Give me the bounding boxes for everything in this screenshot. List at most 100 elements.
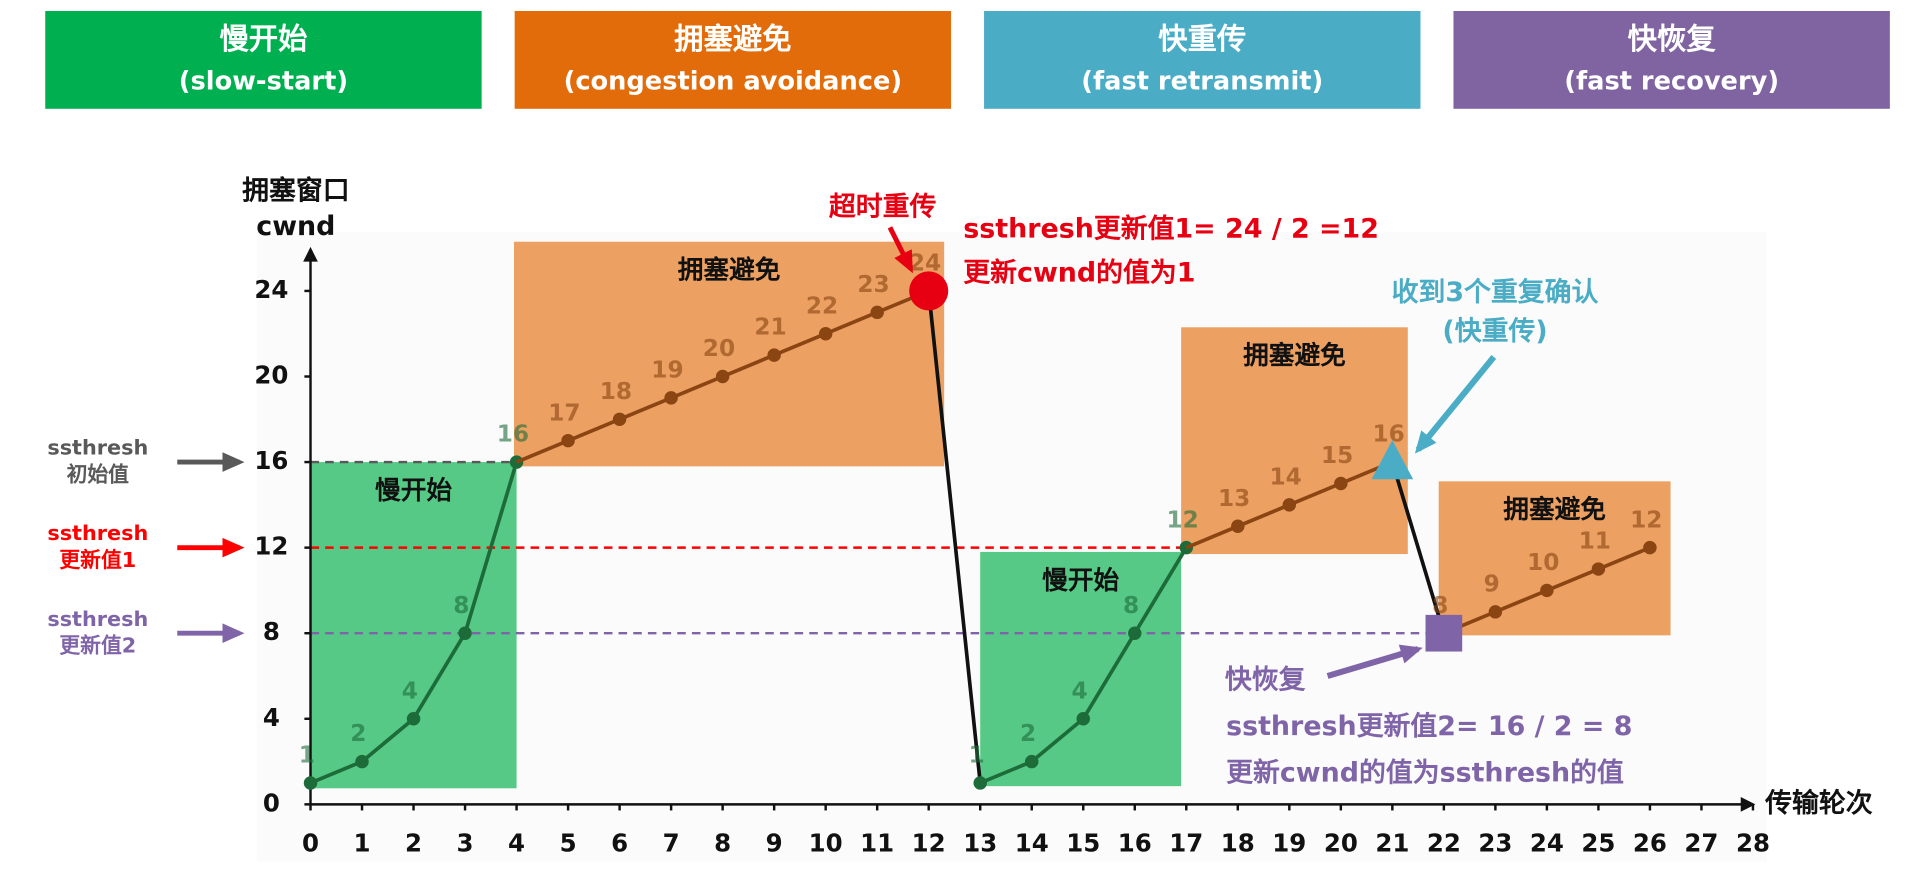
x-tick-label: 10 — [809, 829, 843, 858]
header-title: 慢开始 — [219, 22, 308, 56]
data-point — [818, 326, 833, 341]
data-point — [303, 776, 318, 790]
x-tick-label: 23 — [1478, 829, 1512, 858]
x-tick-label: 9 — [766, 829, 783, 858]
data-point — [458, 626, 472, 640]
threshold-label: 初始值 — [67, 463, 130, 487]
data-label: 12 — [1630, 506, 1662, 533]
data-label: 12 — [1166, 506, 1198, 533]
data-label: 19 — [651, 357, 683, 384]
timeout-marker — [909, 271, 949, 311]
data-point — [715, 369, 730, 384]
data-point — [355, 754, 369, 769]
data-point — [664, 391, 678, 405]
x-tick-label: 17 — [1169, 829, 1203, 858]
x-tick-label: 1 — [354, 829, 371, 858]
annotation: 快恢复 — [1225, 664, 1306, 695]
data-point — [1282, 498, 1297, 512]
y-tick-label: 20 — [254, 361, 288, 390]
threshold-label: ssthresh — [47, 607, 148, 631]
data-label: 2 — [350, 720, 366, 747]
x-tick-label: 8 — [714, 829, 731, 858]
arrow-head — [222, 623, 245, 643]
x-tick-label: 2 — [405, 829, 422, 858]
x-tick-label: 12 — [912, 829, 946, 858]
data-point — [1128, 626, 1142, 640]
data-label: 11 — [1579, 528, 1611, 555]
data-label: 10 — [1527, 549, 1559, 576]
x-tick-label: 22 — [1427, 829, 1461, 858]
x-tick-label: 13 — [963, 829, 997, 858]
x-axis-arrow — [1740, 797, 1756, 812]
annotation: 收到3个重复确认 — [1392, 276, 1599, 308]
data-point — [973, 776, 987, 790]
line-series — [1237, 460, 1394, 528]
line-join — [926, 290, 983, 784]
header-subtitle: (fast retransmit) — [1081, 66, 1323, 96]
data-point — [1025, 754, 1039, 769]
data-point — [561, 433, 575, 448]
x-tick-label: 20 — [1324, 829, 1358, 858]
x-tick-label: 26 — [1633, 829, 1667, 858]
phase-region — [1438, 481, 1671, 636]
data-point — [1334, 476, 1348, 491]
data-label: 18 — [600, 378, 632, 405]
y-tick-label: 8 — [263, 617, 280, 646]
x-tick-label: 11 — [860, 829, 894, 858]
threshold-label: ssthresh — [47, 521, 148, 545]
data-label: 8 — [1432, 592, 1448, 619]
fast-recovery-marker — [1425, 614, 1463, 652]
data-point — [870, 305, 884, 320]
x-tick-label: 19 — [1272, 829, 1306, 858]
x-tick-label: 24 — [1530, 829, 1564, 858]
phase-region — [980, 551, 1182, 787]
data-label: 16 — [497, 421, 529, 448]
header-subtitle: (slow-start) — [179, 66, 348, 96]
data-label: 1 — [299, 742, 315, 769]
data-label: 8 — [453, 592, 469, 619]
line-join — [515, 438, 569, 464]
data-label: 9 — [1484, 570, 1500, 597]
data-label: 13 — [1218, 485, 1250, 512]
x-tick-label: 27 — [1684, 829, 1718, 858]
x-tick-label: 7 — [663, 829, 680, 858]
annotation: (快重传) — [1442, 316, 1547, 347]
data-point — [1076, 712, 1090, 726]
annotation: 更新cwnd的值为1 — [963, 256, 1195, 288]
x-tick-label: 5 — [560, 829, 577, 858]
threshold-label: 更新值2 — [59, 634, 136, 658]
data-label: 15 — [1321, 442, 1353, 469]
y-axis-label: cwnd — [256, 211, 335, 242]
header-bar — [514, 11, 952, 109]
header-bar — [1453, 11, 1890, 109]
data-point — [767, 348, 781, 362]
data-point — [1643, 540, 1657, 555]
annotation: ssthresh更新值1= 24 / 2 =12 — [963, 212, 1379, 244]
arrow-head — [1398, 644, 1423, 664]
data-label: 8 — [1123, 592, 1139, 619]
x-axis-label: 传输轮次 — [1764, 787, 1873, 819]
y-tick-label: 4 — [263, 703, 280, 732]
region-label: 慢开始 — [375, 476, 452, 506]
line-series — [567, 289, 930, 443]
data-label: 1 — [968, 742, 984, 769]
y-tick-label: 0 — [263, 788, 280, 817]
x-tick-label: 21 — [1375, 829, 1409, 858]
y-tick-label: 12 — [254, 532, 288, 561]
data-point — [612, 412, 627, 427]
header-bar — [45, 11, 482, 109]
arrow-head — [222, 537, 245, 558]
region-label: 慢开始 — [1042, 566, 1119, 596]
region-label: 拥塞避免 — [1503, 494, 1606, 525]
data-label: 16 — [1373, 421, 1405, 448]
header-title: 快恢复 — [1628, 22, 1717, 56]
line-join — [1185, 524, 1239, 550]
header-subtitle: (fast recovery) — [1564, 66, 1779, 96]
threshold-label: ssthresh — [47, 436, 148, 460]
y-tick-label: 24 — [254, 275, 288, 304]
x-tick-label: 15 — [1066, 829, 1100, 858]
x-tick-label: 0 — [302, 829, 319, 858]
data-label: 4 — [402, 677, 418, 704]
annotation: 更新cwnd的值为ssthresh的值 — [1226, 756, 1624, 788]
phase-region — [513, 241, 945, 467]
